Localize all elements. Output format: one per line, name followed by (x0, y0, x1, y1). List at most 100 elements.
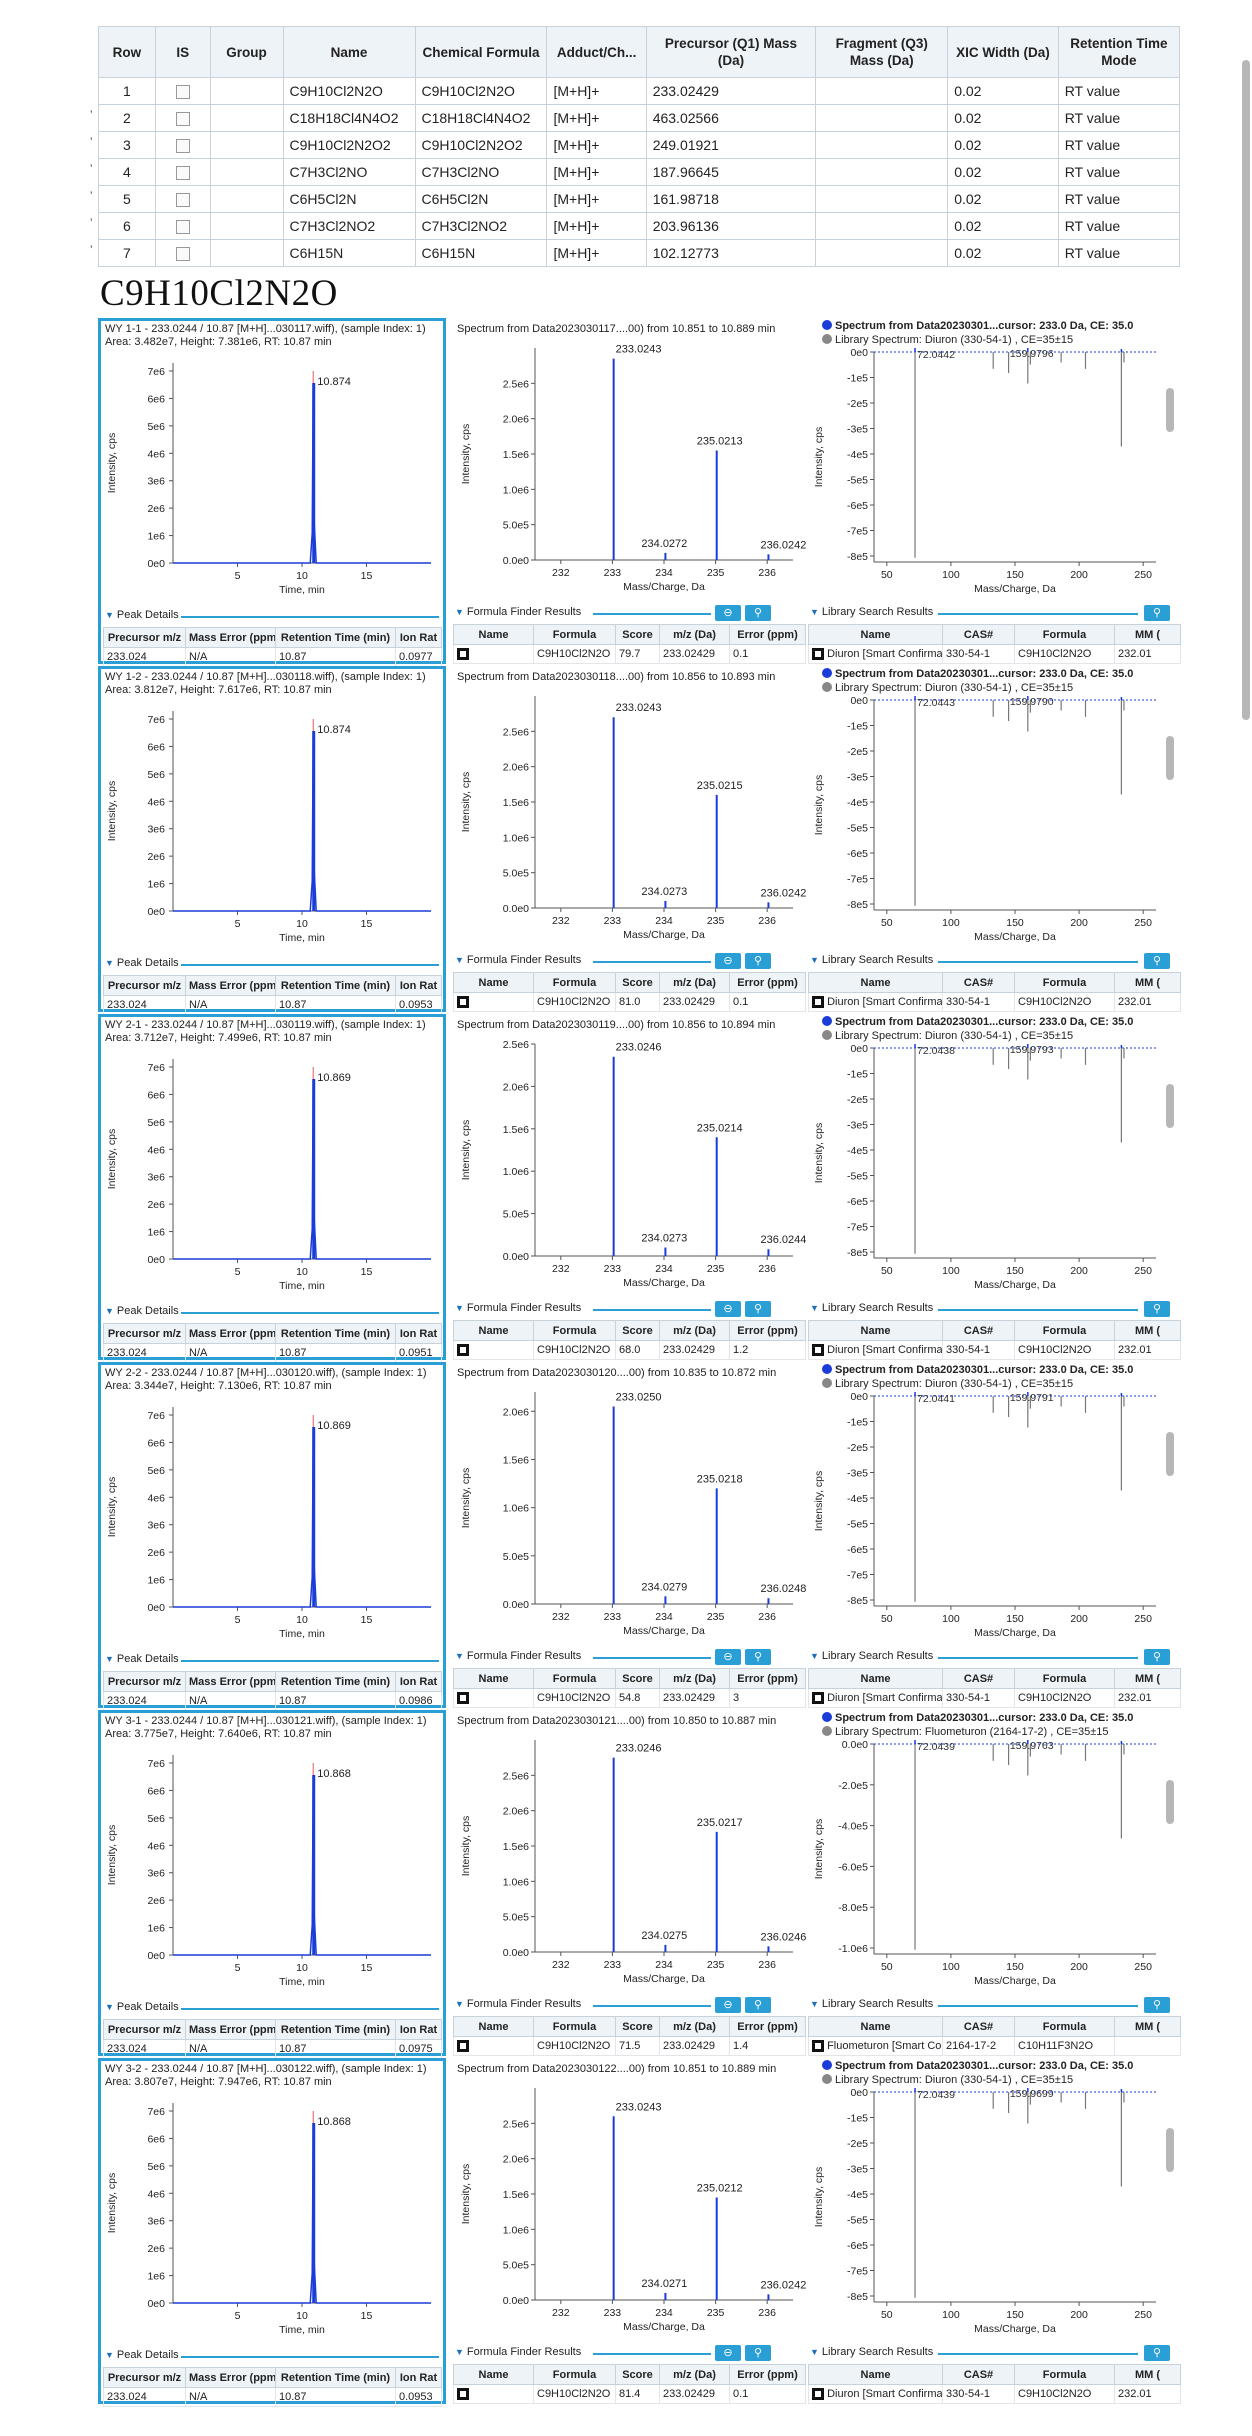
col-mass-error[interactable]: Mass Error (ppm) (185, 2019, 276, 2040)
col-header-group[interactable]: Group (209, 26, 284, 78)
row-number-cell[interactable]: 6 (98, 212, 156, 240)
col-ff-score[interactable]: Score (615, 972, 660, 993)
col-retention-time[interactable]: Retention Time (min) (275, 1671, 396, 1692)
xic-panel[interactable]: WY 3-1 - 233.0244 / 10.87 [M+H]...030121… (98, 1710, 446, 2059)
col-precursor-mz[interactable]: Precursor m/z (103, 1323, 186, 1344)
collapse-triangle-icon[interactable]: ▼ (105, 1654, 114, 1664)
q3-mass-cell[interactable] (815, 212, 949, 240)
formula-cell[interactable]: C18H18Cl4N4O2 (414, 104, 548, 132)
group-cell[interactable] (209, 185, 284, 213)
structure-icon-cell[interactable] (453, 2384, 534, 2404)
col-header-q1[interactable]: Precursor (Q1) Mass (Da) (645, 26, 817, 78)
structure-icon[interactable] (457, 996, 469, 1009)
col-ff-formula[interactable]: Formula (533, 2364, 616, 2385)
formula-finder-header[interactable]: ▼ Formula Finder Results (455, 1650, 581, 1662)
col-ff-error[interactable]: Error (ppm) (729, 972, 806, 993)
col-lib-mm[interactable]: MM ( (1114, 972, 1181, 993)
group-cell[interactable] (209, 239, 284, 267)
xic-chart[interactable]: 0e0 1e6 2e6 3e6 4e6 5e6 6e6 7e6 5 10 15 Time, min In… (101, 353, 443, 603)
structure-icon[interactable] (812, 996, 824, 1009)
table-row[interactable]: 233.024 N/A 10.87 0.0986 (103, 1691, 442, 1711)
col-ff-error[interactable]: Error (ppm) (729, 2016, 806, 2037)
col-ff-formula[interactable]: Formula (533, 624, 616, 645)
col-header-row[interactable]: Row (98, 26, 156, 78)
q3-mass-cell[interactable] (815, 104, 949, 132)
library-panel[interactable]: Spectrum from Data20230301...cursor: 233… (808, 1014, 1181, 1360)
search-button[interactable]: ⚲ (745, 1301, 771, 1317)
col-lib-name[interactable]: Name (808, 2016, 943, 2037)
col-ff-mz[interactable]: m/z (Da) (659, 1320, 730, 1341)
collapse-triangle-icon[interactable]: ▼ (105, 610, 114, 620)
xic-chart[interactable]: 0e0 1e6 2e6 3e6 4e6 5e6 6e6 7e6 5 10 15 Time, min In… (101, 1745, 443, 1995)
legend-library-spectrum[interactable]: Library Spectrum: Diuron (330-54-1) , CE… (822, 334, 1073, 346)
formula-cell[interactable]: C7H3Cl2NO2 (414, 212, 548, 240)
row-number-cell[interactable]: 5 (98, 185, 156, 213)
xic-chart[interactable]: 0e0 1e6 2e6 3e6 4e6 5e6 6e6 7e6 5 10 15 Time, min In… (101, 1049, 443, 1299)
legend-library-spectrum[interactable]: Library Spectrum: Diuron (330-54-1) , CE… (822, 1378, 1073, 1390)
col-ion-ratio[interactable]: Ion Rat (395, 2367, 442, 2388)
spectrum-panel[interactable]: Spectrum from Data2023030120....00) from… (453, 1362, 811, 1708)
xic-chart[interactable]: 0e0 1e6 2e6 3e6 4e6 5e6 6e6 7e6 5 10 15 Time, min In… (101, 2093, 443, 2343)
table-row[interactable]: 7 C6H15N C6H15N [M+H]+ 102.12773 0.02 RT value (98, 239, 1181, 267)
col-lib-name[interactable]: Name (808, 624, 943, 645)
collapse-triangle-icon[interactable]: ▼ (105, 958, 114, 968)
lib-name-cell[interactable]: Fluometuron [Smart Confirmation] (808, 2036, 943, 2056)
adduct-cell[interactable]: [M+H]+ (546, 185, 647, 213)
adduct-cell[interactable]: [M+H]+ (546, 77, 647, 105)
structure-icon-cell[interactable] (453, 2036, 534, 2056)
lib-name-cell[interactable]: Diuron [Smart Confirmation] (808, 1688, 943, 1708)
col-mass-error[interactable]: Mass Error (ppm) (185, 1671, 276, 1692)
scrollbar-thumb[interactable] (1242, 60, 1250, 720)
col-precursor-mz[interactable]: Precursor m/z (103, 2019, 186, 2040)
search-button[interactable]: ⚲ (1144, 1301, 1170, 1317)
col-header-q3[interactable]: Fragment (Q3) Mass (Da) (815, 26, 949, 78)
zoom-out-button[interactable]: ⊖ (715, 1301, 741, 1317)
col-ff-formula[interactable]: Formula (533, 1668, 616, 1689)
panel-scrollbar-thumb[interactable] (1166, 1432, 1174, 1476)
spectrum-panel[interactable]: Spectrum from Data2023030117....00) from… (453, 318, 811, 664)
table-row[interactable]: 2 C18H18Cl4N4O2 C18H18Cl4N4O2 [M+H]+ 463.025… (98, 104, 1181, 132)
rt-mode-cell[interactable]: RT value (1057, 104, 1181, 132)
col-lib-formula[interactable]: Formula (1014, 1320, 1115, 1341)
library-mirror-chart[interactable]: 0e0 -1e5 -2e5 -3e5 -4e5 -5e5 -6e5 -7e5 -8e5 50 100… (808, 340, 1168, 600)
col-precursor-mz[interactable]: Precursor m/z (103, 1671, 186, 1692)
search-button[interactable]: ⚲ (1144, 1649, 1170, 1665)
table-row[interactable]: 5 C6H5Cl2N C6H5Cl2N [M+H]+ 161.98718 0.02 RT v… (98, 185, 1181, 213)
col-ff-score[interactable]: Score (615, 1320, 660, 1341)
col-lib-formula[interactable]: Formula (1014, 2364, 1115, 2385)
table-row[interactable]: 6 C7H3Cl2NO2 C7H3Cl2NO2 [M+H]+ 203.96136 0.02… (98, 212, 1181, 240)
name-cell[interactable]: C6H5Cl2N (282, 185, 416, 213)
is-checkbox-cell[interactable] (154, 131, 211, 159)
zoom-out-button[interactable]: ⊖ (715, 1997, 741, 2013)
formula-cell[interactable]: C6H15N (414, 239, 548, 267)
collapse-triangle-icon[interactable]: ▼ (810, 955, 819, 965)
col-lib-formula[interactable]: Formula (1014, 972, 1115, 993)
is-checkbox-cell[interactable] (154, 158, 211, 186)
q3-mass-cell[interactable] (815, 239, 949, 267)
col-lib-cas[interactable]: CAS# (942, 1668, 1015, 1689)
group-cell[interactable] (209, 131, 284, 159)
adduct-cell[interactable]: [M+H]+ (546, 104, 647, 132)
col-lib-mm[interactable]: MM ( (1114, 2016, 1181, 2037)
col-ff-name[interactable]: Name (453, 1668, 534, 1689)
xic-width-cell[interactable]: 0.02 (947, 212, 1059, 240)
col-retention-time[interactable]: Retention Time (min) (275, 1323, 396, 1344)
col-retention-time[interactable]: Retention Time (min) (275, 975, 396, 996)
col-lib-formula[interactable]: Formula (1014, 1668, 1115, 1689)
structure-icon[interactable] (812, 1344, 824, 1357)
xic-width-cell[interactable]: 0.02 (947, 185, 1059, 213)
xic-panel[interactable]: WY 2-2 - 233.0244 / 10.87 [M+H]...030120… (98, 1362, 446, 1711)
peak-details-header[interactable]: ▼ Peak Details (105, 1305, 179, 1317)
row-number-cell[interactable]: 2 (98, 104, 156, 132)
formula-finder-header[interactable]: ▼ Formula Finder Results (455, 1998, 581, 2010)
search-button[interactable]: ⚲ (745, 1649, 771, 1665)
col-lib-cas[interactable]: CAS# (942, 2016, 1015, 2037)
legend-library-spectrum[interactable]: Library Spectrum: Fluometuron (2164-17-2… (822, 1726, 1109, 1738)
table-row[interactable]: Diuron [Smart Confirmation]330-54-1C9H10… (808, 2384, 1181, 2404)
library-mirror-chart[interactable]: 0e0 -1e5 -2e5 -3e5 -4e5 -5e5 -6e5 -7e5 -8e5 50 100… (808, 1036, 1168, 1296)
collapse-triangle-icon[interactable]: ▼ (810, 1303, 819, 1313)
structure-icon-cell[interactable] (453, 1688, 534, 1708)
col-ff-name[interactable]: Name (453, 2016, 534, 2037)
legend-library-spectrum[interactable]: Library Spectrum: Diuron (330-54-1) , CE… (822, 1030, 1073, 1042)
row-number-cell[interactable]: 4 (98, 158, 156, 186)
